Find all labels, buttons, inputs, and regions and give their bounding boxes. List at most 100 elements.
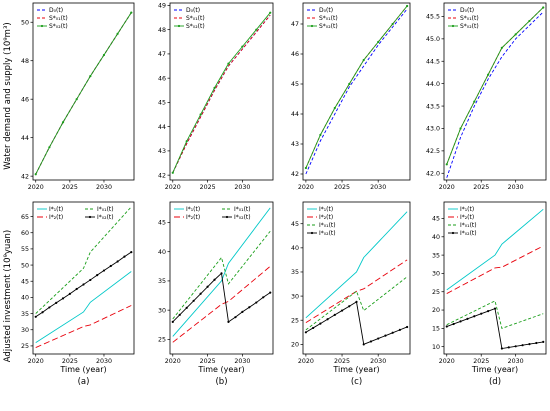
legend-label-bottom-d-2: I*₀₁(t) <box>460 222 477 229</box>
y-tick-label-top-d-3: 43.5 <box>426 103 440 110</box>
series-point-bottom-b-3-3 <box>192 299 195 302</box>
series-line-bottom-b-0 <box>172 207 271 337</box>
series-point-bottom-c-3-2 <box>319 322 322 325</box>
series-point-bottom-b-3-0 <box>171 320 174 323</box>
series-point-top-a-2-4 <box>89 75 92 78</box>
y-tick-label-top-d-0: 42.0 <box>426 170 440 177</box>
series-point-bottom-b-3-8 <box>227 320 230 323</box>
series-point-bottom-c-3-6 <box>348 305 351 308</box>
series-point-top-c-2-7 <box>406 4 409 8</box>
series-point-bottom-a-3-2 <box>48 306 51 309</box>
y-tick-label-bottom-d-4: 30 <box>432 271 440 278</box>
series-group <box>34 206 133 348</box>
legend-top-d: D₀(t)S*₀₁(t)S*₀₂(t) <box>448 7 479 30</box>
series-point-bottom-a-3-14 <box>130 251 133 254</box>
y-tick-label-top-d-6: 45.0 <box>426 36 440 43</box>
legend-label-bottom-a-3: I*₀₂(t) <box>97 214 114 221</box>
panel-label-bottom-d: (d) <box>489 377 501 387</box>
legend-label-top-b-1: S*₀₁(t) <box>186 15 205 22</box>
legend-label-bottom-d-1: I*₂(t) <box>460 214 474 221</box>
series-point-bottom-a-3-0 <box>34 315 37 318</box>
series-point-bottom-d-3-12 <box>528 343 531 346</box>
y-tick-label-bottom-d-7: 45 <box>432 216 440 223</box>
panel-top-a: 2020 2025 2030 42 44 46 48 50 D₀(t)S*₀₁(t)S*₀₂(t… <box>21 2 135 191</box>
legend-label-bottom-b-3: I*₀₂(t) <box>234 214 251 221</box>
legend-label-bottom-b-2: I*₀₁(t) <box>234 206 251 213</box>
series-point-bottom-b-3-4 <box>199 292 202 295</box>
y-tick-label-top-c-2: 44 <box>291 111 299 118</box>
series-point-bottom-d-3-0 <box>445 325 448 328</box>
legend-marker-top-c-2 <box>310 24 314 28</box>
legend-label-top-b-2: S*₀₂(t) <box>186 23 205 30</box>
series-point-top-a-2-3 <box>75 98 78 101</box>
x-tick-label-top-b-0: 2020 <box>165 184 181 191</box>
series-point-top-c-2-6 <box>391 22 394 26</box>
series-point-bottom-d-3-8 <box>500 347 503 350</box>
series-point-bottom-a-3-6 <box>75 287 78 291</box>
y-axis-label-bottom: Adjusted investment (10⁹yuan) <box>3 230 13 362</box>
series-point-bottom-a-3-11 <box>109 264 112 268</box>
x-tick-label-bottom-b-1: 2025 <box>200 358 216 365</box>
y-tick-label-bottom-d-0: 10 <box>432 344 440 351</box>
y-tick-label-bottom-a-3: 40 <box>21 295 29 302</box>
panel-bottom-c: 2020 2025 2030202530354045I*₁(t)I*₂(t)I*₀₁… <box>291 201 411 387</box>
plot-frame-top-c <box>302 2 411 181</box>
panel-top-c: 2020 2025 2030 42 43 44 45 46 47 D₀(t)S*₀₁(t)S*₀₂… <box>291 2 411 191</box>
series-point-bottom-b-3-11 <box>248 306 251 309</box>
series-point-bottom-c-3-7 <box>355 300 358 303</box>
series-point-bottom-d-3-6 <box>487 310 490 313</box>
series-line-top-a-2 <box>35 12 132 175</box>
y-tick-label-bottom-c-1: 25 <box>291 317 299 324</box>
series-point-top-d-2-1 <box>459 127 462 130</box>
y-tick-label-bottom-d-5: 35 <box>432 252 440 259</box>
series-line-top-d-2 <box>446 7 544 165</box>
panel-label-bottom-b: (b) <box>215 377 227 387</box>
series-point-top-d-2-0 <box>445 163 448 166</box>
y-tick-label-top-a-2: 46 <box>21 96 29 103</box>
series-point-top-d-2-2 <box>473 100 476 103</box>
series-line-bottom-c-1 <box>305 259 408 324</box>
y-tick-label-top-b-3: 45 <box>158 100 166 107</box>
series-point-top-a-2-5 <box>102 53 106 57</box>
series-point-bottom-c-3-10 <box>377 337 380 340</box>
legend-label-bottom-c-2: I*₀₁(t) <box>319 222 336 229</box>
x-tick-label-bottom-c-2: 2030 <box>370 358 386 365</box>
legend-label-top-a-0: D₀(t) <box>49 7 63 14</box>
series-point-bottom-d-3-3 <box>466 317 469 320</box>
series-point-bottom-a-3-1 <box>41 311 44 314</box>
legend-label-top-d-2: S*₀₂(t) <box>460 23 479 30</box>
series-line-top-b-2 <box>172 12 271 173</box>
series-point-top-b-2-4 <box>227 62 230 65</box>
series-point-top-c-2-5 <box>377 40 380 44</box>
legend-marker-top-b-2 <box>177 24 181 28</box>
series-line-bottom-d-1 <box>446 245 544 294</box>
series-point-top-a-2-6 <box>116 32 119 35</box>
series-point-bottom-c-3-9 <box>369 340 373 343</box>
series-point-bottom-a-3-13 <box>123 255 126 258</box>
legend-label-bottom-a-2: I*₀₁(t) <box>97 206 114 213</box>
panel-top-d: 2020 2025 2030 42.0 42.5 43.0 43.5 44.0 44.5 45.0… <box>426 2 547 191</box>
series-line-bottom-a-1 <box>35 305 132 348</box>
x-axis-label-bottom-d: Time (year) <box>471 365 518 374</box>
y-tick-label-bottom-c-3: 35 <box>291 269 299 276</box>
series-point-top-b-2-3 <box>213 86 216 89</box>
series-group <box>171 11 272 174</box>
series-point-bottom-c-3-3 <box>326 318 329 321</box>
panel-top-b: 2020 2025 2030 42 43 44 45 46 47 48 49 D₀(t)S*₀₁(t)… <box>158 2 274 191</box>
series-point-bottom-a-3-8 <box>89 278 92 282</box>
y-tick-label-top-b-5: 47 <box>158 51 166 58</box>
y-tick-label-bottom-c-0: 20 <box>291 342 299 349</box>
y-tick-label-bottom-a-5: 50 <box>21 262 29 269</box>
series-line-top-d-0 <box>446 11 544 178</box>
y-tick-label-bottom-d-3: 25 <box>432 289 440 296</box>
series-point-bottom-d-3-11 <box>521 344 524 347</box>
y-tick-label-top-a-4: 50 <box>21 19 29 26</box>
legend-label-top-c-1: S*₀₁(t) <box>319 15 338 22</box>
x-tick-label-bottom-c-0: 2020 <box>298 358 314 365</box>
series-point-top-a-2-1 <box>48 146 51 149</box>
y-tick-label-top-a-0: 42 <box>21 173 29 180</box>
y-tick-label-top-c-3: 45 <box>291 81 299 88</box>
legend-top-b: D₀(t)S*₀₁(t)S*₀₂(t) <box>174 7 205 30</box>
series-point-top-d-2-6 <box>528 19 531 23</box>
legend-label-top-d-1: S*₀₁(t) <box>460 15 479 22</box>
